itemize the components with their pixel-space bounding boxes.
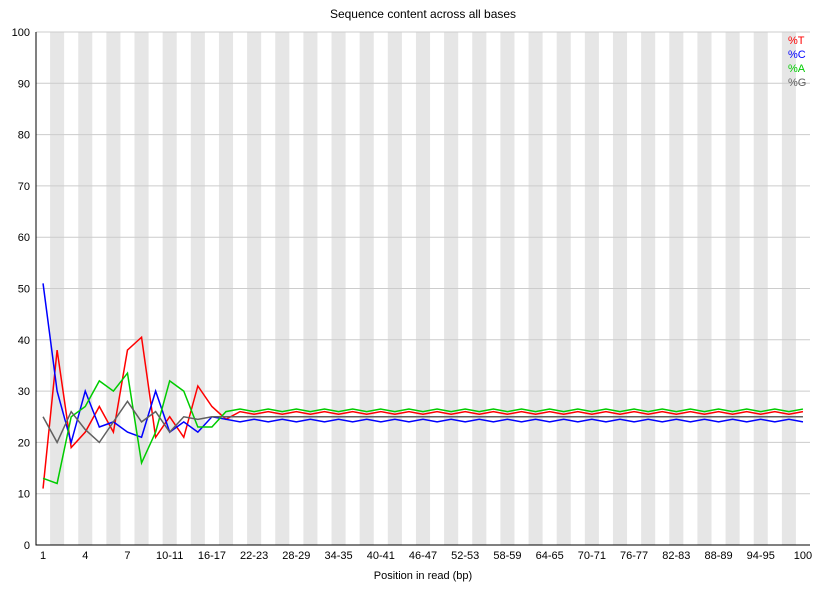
svg-text:10-11: 10-11: [156, 550, 183, 562]
svg-text:64-65: 64-65: [536, 550, 564, 562]
svg-text:50: 50: [18, 284, 30, 296]
svg-text:58-59: 58-59: [493, 550, 521, 562]
svg-text:16-17: 16-17: [198, 550, 226, 562]
x-tick-labels: 1 4 7 10-11 16-17 22-23 28-29 34-35 40-41 46-47 52…: [40, 550, 812, 562]
svg-text:80: 80: [18, 130, 30, 142]
svg-text:10: 10: [18, 489, 30, 501]
svg-text:20: 20: [18, 437, 30, 449]
svg-text:82-83: 82-83: [662, 550, 690, 562]
svg-text:76-77: 76-77: [620, 550, 648, 562]
svg-text:4: 4: [82, 550, 88, 562]
svg-text:100: 100: [794, 550, 812, 562]
x-axis-title: Position in read (bp): [374, 570, 472, 582]
svg-text:40-41: 40-41: [367, 550, 395, 562]
y-tick-labels: 0 10 20 30 40 50 60 70 80 90 100: [12, 27, 30, 552]
svg-text:70-71: 70-71: [578, 550, 606, 562]
svg-text:90: 90: [18, 78, 30, 90]
svg-text:52-53: 52-53: [451, 550, 479, 562]
svg-text:46-47: 46-47: [409, 550, 437, 562]
chart-title: Sequence content across all bases: [330, 7, 516, 21]
svg-text:100: 100: [12, 27, 30, 39]
svg-text:28-29: 28-29: [282, 550, 310, 562]
svg-text:30: 30: [18, 386, 30, 398]
svg-text:0: 0: [24, 540, 30, 552]
svg-text:60: 60: [18, 232, 30, 244]
chart-svg: 0 10 20 30 40 50 60 70 80 90 100 1 4 7 10-11 16-17 22-23…: [0, 0, 825, 600]
svg-text:1: 1: [40, 550, 46, 562]
legend-item-pct-c: %C: [788, 49, 806, 61]
legend-item-pct-a: %A: [788, 63, 806, 75]
legend-item-pct-g: %G: [788, 77, 806, 89]
svg-text:40: 40: [18, 335, 30, 347]
sequence-content-chart: 0 10 20 30 40 50 60 70 80 90 100 1 4 7 10-11 16-17 22-23…: [0, 0, 825, 600]
svg-text:88-89: 88-89: [704, 550, 732, 562]
svg-text:7: 7: [124, 550, 130, 562]
svg-text:22-23: 22-23: [240, 550, 268, 562]
svg-text:70: 70: [18, 181, 30, 193]
svg-text:94-95: 94-95: [747, 550, 775, 562]
legend-item-pct-t: %T: [788, 35, 805, 47]
svg-text:34-35: 34-35: [324, 550, 352, 562]
